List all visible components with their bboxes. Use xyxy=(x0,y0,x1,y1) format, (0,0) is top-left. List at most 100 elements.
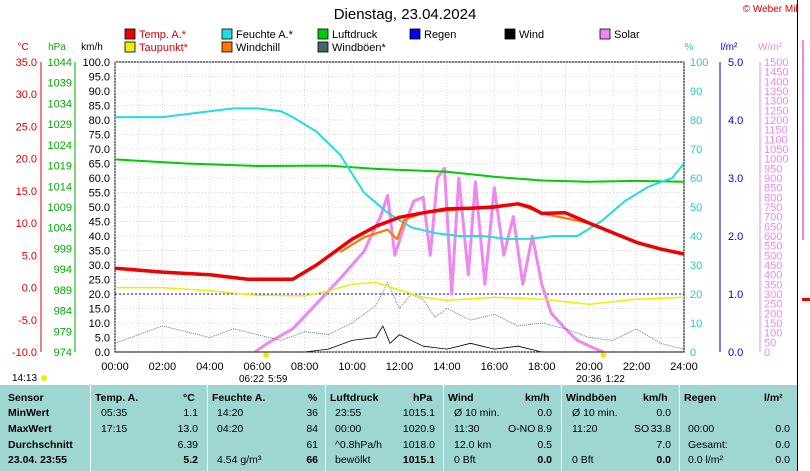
gust-desc-cell: 0 Bft xyxy=(572,454,594,466)
temp-value-cell: 13.0 xyxy=(177,423,198,435)
pressure-value-cell: 1020.9 xyxy=(402,423,435,435)
wind-tick-label: 15.0 xyxy=(89,304,110,316)
temp-value-cell: 1.1 xyxy=(183,407,198,419)
legend-label: Feuchte A.* xyxy=(236,29,294,41)
wind-tick-label: 30.0 xyxy=(89,260,110,272)
solar-tick-label: 950 xyxy=(764,163,782,175)
time-tick-label: 12:00 xyxy=(386,361,414,373)
series-line-temp-a xyxy=(114,202,685,281)
wind-tick-label: 10.0 xyxy=(89,318,110,330)
time-tick-label: 08:00 xyxy=(291,361,319,373)
pressure-value-cell: 1018.0 xyxy=(402,439,435,451)
wind-tick-label: 0.0 xyxy=(95,347,110,359)
gust-value-cell: 0.0 xyxy=(656,454,671,466)
wind-tick-label: 60.0 xyxy=(89,173,110,185)
time-tick-label: 22:00 xyxy=(623,361,651,373)
wind-tick-label: 65.0 xyxy=(89,159,110,171)
solar-tick-label: 1450 xyxy=(764,67,788,79)
solar-tick-label: 1400 xyxy=(764,76,788,88)
pressure-unit-label: hPa xyxy=(48,42,66,53)
temp-value-cell: 6.39 xyxy=(177,439,198,451)
wind-desc-cell: 12.0 km xyxy=(454,439,492,451)
header-wind-unit: km/h xyxy=(525,392,550,404)
solar-tick-label: 900 xyxy=(764,173,782,185)
wind-value-cell: 8.9 xyxy=(537,423,552,435)
pressure-time-cell: ^0.8hPa/h xyxy=(335,439,382,451)
humidity-tick-label: 30 xyxy=(690,260,702,272)
table-row-label: MaxWert xyxy=(8,423,52,435)
rain-tick-label: 4.0 xyxy=(728,115,743,127)
solar-tick-label: 250 xyxy=(764,299,782,311)
pressure-value-cell: 1015.1 xyxy=(402,454,435,466)
pressure-tick-label: 979 xyxy=(54,326,72,338)
series-line-luftdruck xyxy=(114,158,685,183)
temp-tick-label: 5.0 xyxy=(22,250,37,262)
series-line-feuchte-a xyxy=(115,107,685,240)
time-tick-label: 14:00 xyxy=(433,361,461,373)
legend-label: Taupunkt* xyxy=(139,42,189,54)
solar-tick-label: 1500 xyxy=(764,57,788,69)
pressure-tick-label: 1044 xyxy=(48,57,72,69)
humidity-time-cell: 04:20 xyxy=(217,423,244,435)
solar-tick-label: 150 xyxy=(764,318,782,330)
legend-swatch xyxy=(317,28,329,40)
solar-tick-label: 50 xyxy=(764,337,776,349)
statistics-table: Sensor Temp. A. °C Feuchte A. % Luftdruc… xyxy=(0,385,797,471)
time-tick-label: 06:00 xyxy=(243,361,271,373)
legend-swatch xyxy=(124,28,136,40)
solar-tick-label: 1100 xyxy=(764,134,788,146)
solar-tick-label: 650 xyxy=(764,221,782,233)
legend-label: Windchill xyxy=(236,42,280,54)
pressure-tick-label: 1014 xyxy=(48,181,72,193)
wind-value-cell: 0.0 xyxy=(537,407,552,419)
temp-tick-label: 0.0 xyxy=(22,283,37,295)
solar-tick-label: 500 xyxy=(764,250,782,262)
humidity-tick-label: 100 xyxy=(690,57,708,69)
humidity-tick-label: 10 xyxy=(690,318,702,330)
solar-tick-label: 1000 xyxy=(764,154,788,166)
humidity-tick-label: 90 xyxy=(690,86,702,98)
wind-unit-label: km/h xyxy=(81,42,103,53)
solar-tick-label: 850 xyxy=(764,183,782,195)
wind-tick-label: 90.0 xyxy=(89,86,110,98)
solar-tick-label: 400 xyxy=(764,270,782,282)
rain-value-cell: 0.0 xyxy=(775,439,790,451)
temp-time-cell: 17:15 xyxy=(101,423,128,435)
header-humidity: Feuchte A. xyxy=(212,392,266,404)
humidity-tick-label: 70 xyxy=(690,144,702,156)
wind-tick-label: 85.0 xyxy=(89,101,110,113)
pressure-tick-label: 1024 xyxy=(48,140,72,152)
pressure-tick-label: 1019 xyxy=(48,161,72,173)
temp-tick-label: -10.0 xyxy=(12,347,37,359)
sunset-icon xyxy=(600,352,607,358)
sunset-duration-label: 1:22 xyxy=(605,374,625,385)
table-row-label: MinWert xyxy=(8,407,50,419)
header-wind: Wind xyxy=(448,392,474,404)
page-title: Dienstag, 23.04.2024 xyxy=(333,6,477,23)
pressure-tick-label: 974 xyxy=(54,347,72,359)
wind-value-cell: 0.0 xyxy=(537,454,552,466)
gust-direction-cell: SO xyxy=(634,423,650,435)
time-tick-label: 04:00 xyxy=(196,361,224,373)
solar-tick-label: 1200 xyxy=(764,115,788,127)
wind-direction-cell: O-NO xyxy=(508,423,536,435)
header-rain: Regen xyxy=(684,392,717,404)
temp-time-cell: 05:35 xyxy=(101,407,128,419)
rain-unit-label: l/m² xyxy=(721,42,738,53)
legend-label: Wind xyxy=(519,29,544,41)
wind-desc-cell: 0 Bft xyxy=(454,454,476,466)
legend-swatch xyxy=(599,28,611,40)
pressure-tick-label: 1009 xyxy=(48,202,72,214)
wind-value-cell: 0.5 xyxy=(537,439,552,451)
rain-tick-label: 1.0 xyxy=(728,289,743,301)
wind-tick-label: 25.0 xyxy=(89,275,110,287)
gust-desc-cell: Ø 10 min. xyxy=(572,407,618,419)
pressure-tick-label: 984 xyxy=(54,306,72,318)
wind-tick-label: 5.0 xyxy=(95,333,110,345)
time-tick-label: 10:00 xyxy=(338,361,366,373)
table-row-label: Durchschnitt xyxy=(8,439,73,451)
humidity-tick-label: 0 xyxy=(690,347,696,359)
solar-tick-label: 450 xyxy=(764,260,782,272)
rain-desc-cell: Gesamt: xyxy=(688,439,728,451)
header-temp: Temp. A. xyxy=(95,392,139,404)
